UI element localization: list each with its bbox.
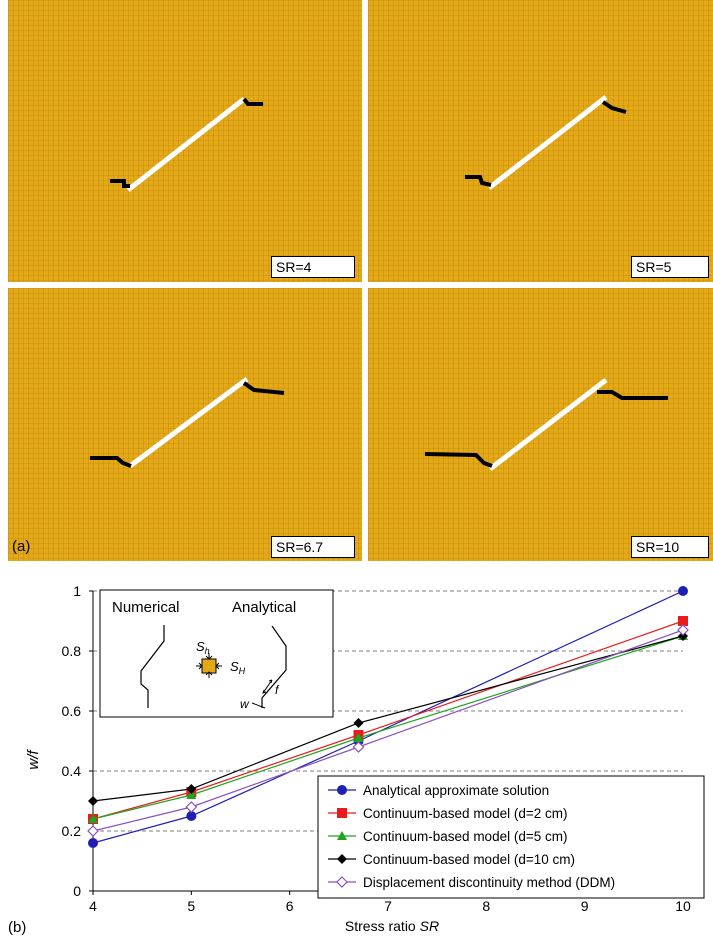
inset-analytical-label: Analytical (232, 599, 296, 616)
series-group (87, 586, 689, 848)
legend-label: Continuum-based model (d=5 cm) (363, 829, 567, 844)
mesh-svg (368, 288, 713, 561)
sr-label: SR=10 (631, 536, 709, 558)
x-ticks: 4 5 6 7 8 9 10 (89, 891, 691, 914)
data-point (186, 784, 197, 794)
y-tick-label: 0.6 (62, 703, 82, 719)
y-ticks: 0 0.2 0.4 0.6 0.8 1 (62, 583, 93, 899)
legend-label: Displacement discontinuity method (DDM) (363, 875, 615, 890)
x-tick-label: 6 (286, 898, 294, 914)
sH-label: SH (230, 659, 246, 676)
series-line (88, 631, 688, 806)
sr-label: SR=5 (631, 256, 709, 278)
stress-arrows-icon (196, 653, 222, 678)
data-point (186, 811, 197, 821)
series-path (92, 620, 684, 820)
data-point (353, 718, 364, 728)
legend: Analytical approximate solution Continuum… (317, 775, 705, 899)
sr-label: SR=4 (271, 256, 355, 278)
data-point (185, 801, 198, 813)
data-point (88, 796, 98, 806)
f-dimension-arrow-icon (262, 679, 273, 694)
data-point (337, 831, 347, 840)
x-tick-label: 9 (581, 898, 589, 914)
data-point (336, 876, 348, 888)
data-point (678, 586, 688, 596)
x-tick-label: 8 (482, 898, 490, 914)
data-point (353, 733, 364, 742)
panel-b-label: (b) (8, 919, 26, 936)
mesh-svg (8, 0, 362, 282)
y-tick-label: 0 (73, 883, 81, 899)
series-path (92, 590, 684, 844)
y-axis-label: w/f (25, 749, 42, 770)
data-point (337, 785, 347, 795)
data-point (186, 790, 197, 799)
series-path (92, 629, 684, 832)
analytical-fracture-path (261, 625, 287, 708)
data-point (352, 741, 365, 753)
data-point (88, 838, 98, 848)
mesh-panel-sr10: SR=10 (368, 288, 713, 561)
w-label: w (240, 697, 250, 711)
x-tick-label: 10 (675, 898, 691, 914)
sr-label: SR=6.7 (271, 536, 355, 558)
w-dimension-arrow-icon (251, 702, 266, 709)
panel-a-label: (a) (12, 538, 31, 555)
chart-b: 0 0.2 0.4 0.6 0.8 1 4 5 6 7 8 9 10 w/f Stress ratio… (8, 583, 705, 936)
element-icon (201, 658, 217, 674)
fracture-sr67 (90, 376, 285, 469)
series-line (87, 624, 689, 837)
legend-label: Analytical approximate solution (363, 783, 549, 798)
y-tick-label: 0.8 (62, 643, 82, 659)
x-tick-label: 5 (187, 898, 195, 914)
data-point (678, 616, 688, 626)
fracture-sr10 (424, 378, 668, 471)
mesh-panel-sr5: SR=5 (368, 0, 713, 282)
x-tick-label: 4 (89, 898, 97, 914)
fracture-sr5 (465, 95, 627, 190)
y-tick-label: 1 (73, 583, 81, 599)
data-point (337, 854, 347, 864)
mesh-panel-sr4: SR=4 (8, 0, 362, 282)
mesh-svg (368, 0, 713, 282)
data-point (337, 808, 347, 818)
legend-label: Continuum-based model (d=10 cm) (363, 852, 575, 867)
x-axis-label: Stress ratio SR (345, 918, 439, 934)
series-path (92, 635, 684, 802)
data-point (677, 624, 689, 636)
y-tick-label: 0.2 (62, 823, 82, 839)
data-point (87, 825, 99, 837)
fracture-sr4 (110, 97, 263, 192)
f-label: f (275, 683, 280, 697)
sh-label: Sh (196, 639, 210, 656)
y-tick-label: 0.4 (62, 763, 82, 779)
inset-diagram: Numerical Analytical Sh SH f w (99, 589, 334, 718)
legend-label: Continuum-based model (d=2 cm) (363, 806, 567, 821)
fracture-overlay (90, 95, 668, 471)
data-point (678, 631, 688, 641)
inset-numerical-label: Numerical (112, 599, 180, 616)
numerical-fracture-path (140, 625, 165, 708)
x-tick-label: 7 (384, 898, 392, 914)
series-path (92, 635, 684, 820)
data-point (88, 814, 98, 823)
